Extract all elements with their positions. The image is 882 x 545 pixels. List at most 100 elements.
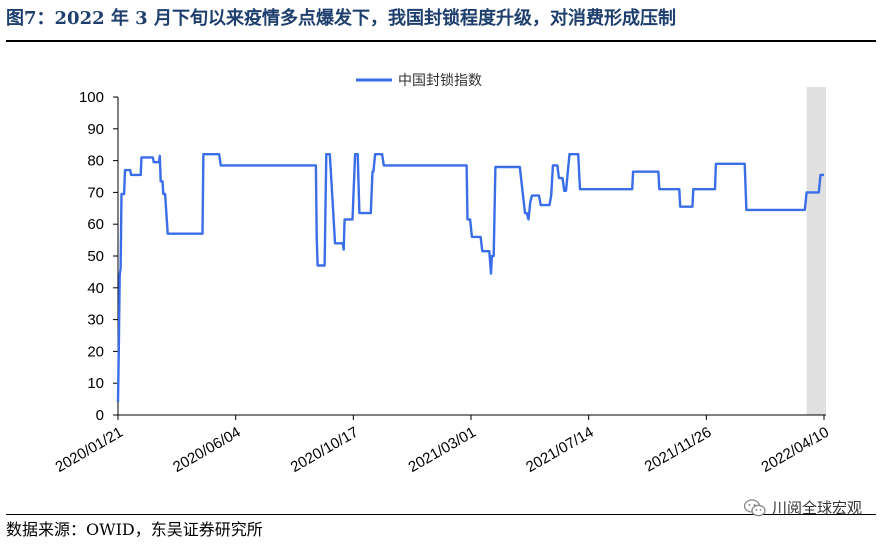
data-point (548, 204, 550, 206)
data-point (657, 171, 659, 173)
data-point (158, 161, 160, 163)
y-tick-label: 20 (87, 343, 104, 360)
data-point (492, 255, 494, 257)
data-point (316, 264, 318, 266)
x-tick-label: 2020/06/04 (170, 424, 244, 476)
data-point (568, 153, 570, 155)
data-point (552, 164, 554, 166)
y-tick-label: 40 (87, 280, 104, 297)
data-point (372, 171, 374, 173)
bottom-rule (6, 514, 876, 515)
series-points (117, 153, 825, 403)
data-point (120, 193, 122, 195)
x-tick-label: 2021/03/01 (405, 424, 479, 476)
data-point (692, 188, 694, 190)
data-point (743, 163, 745, 165)
data-point (152, 156, 154, 158)
data-point (383, 164, 385, 166)
wechat-icon (743, 499, 766, 517)
data-point (519, 166, 521, 168)
data-point (218, 153, 220, 155)
data-point (358, 212, 360, 214)
data-point (538, 194, 540, 196)
data-point (161, 180, 163, 182)
data-point (558, 177, 560, 179)
data-point (527, 218, 529, 220)
data-point (565, 190, 567, 192)
data-source: 数据来源：OWID，东吴证券研究所 (6, 520, 263, 539)
x-tick-label: 2020/01/21 (52, 424, 126, 476)
data-point (632, 171, 634, 173)
data-point (220, 164, 222, 166)
x-tick-label: 2021/11/26 (642, 424, 715, 476)
y-tick-label: 30 (87, 312, 104, 329)
data-point (490, 272, 492, 274)
y-tick-label: 60 (87, 216, 104, 233)
data-point (679, 206, 681, 208)
data-point (479, 236, 481, 238)
watermark-text: 川阅全球宏观 (771, 499, 862, 517)
data-point (334, 242, 336, 244)
data-point (818, 191, 820, 193)
data-point (139, 174, 141, 176)
y-tick-label: 90 (87, 121, 104, 138)
data-point (579, 188, 581, 190)
data-point (164, 193, 166, 195)
data-point (343, 248, 345, 250)
data-point (526, 212, 528, 214)
data-point (129, 169, 131, 171)
data-point (123, 193, 125, 195)
data-point (118, 341, 120, 343)
data-point (119, 274, 121, 276)
data-point (315, 164, 317, 166)
data-point (745, 209, 747, 211)
data-point (159, 155, 161, 157)
data-point (119, 268, 121, 270)
x-tick-label: 2020/10/17 (288, 424, 362, 476)
top-rule (6, 40, 876, 42)
watermark: 川阅全球宏观 (743, 494, 862, 522)
data-point (202, 153, 204, 155)
x-tick-label: 2021/07/14 (523, 424, 597, 476)
data-point (819, 174, 821, 176)
data-point (805, 191, 807, 193)
data-point (631, 188, 633, 190)
data-point (715, 163, 717, 165)
data-point (540, 204, 542, 206)
data-point (166, 233, 168, 235)
data-point (374, 153, 376, 155)
data-point (332, 212, 334, 214)
y-tick-label: 100 (79, 89, 104, 106)
data-point (356, 153, 358, 155)
data-point (469, 218, 471, 220)
data-point (201, 233, 203, 235)
data-point (714, 188, 716, 190)
data-point (823, 174, 825, 176)
legend-label: 中国封锁指数 (398, 73, 482, 89)
data-point (550, 194, 552, 196)
data-point (351, 218, 353, 220)
data-point (529, 201, 531, 203)
y-tick-label: 80 (87, 153, 104, 170)
data-point (531, 194, 533, 196)
y-tick-label: 50 (87, 248, 104, 265)
data-point (481, 250, 483, 252)
data-point (130, 174, 132, 176)
data-point (678, 188, 680, 190)
data-point (140, 156, 142, 158)
data-point (153, 161, 155, 163)
data-point (494, 166, 496, 168)
data-point (323, 264, 325, 266)
data-point (466, 218, 468, 220)
data-point (556, 164, 558, 166)
lockdown-index-chart: 中国封锁指数 0 10 20 30 40 50 60 70 80 90 100 2020/01/21… (52, 73, 832, 476)
y-tick-label: 0 (96, 407, 104, 424)
data-point (343, 218, 345, 220)
data-point (658, 188, 660, 190)
data-point (465, 164, 467, 166)
data-point (316, 236, 318, 238)
data-point (381, 153, 383, 155)
data-point (691, 206, 693, 208)
data-point (471, 236, 473, 238)
data-point (561, 177, 563, 179)
